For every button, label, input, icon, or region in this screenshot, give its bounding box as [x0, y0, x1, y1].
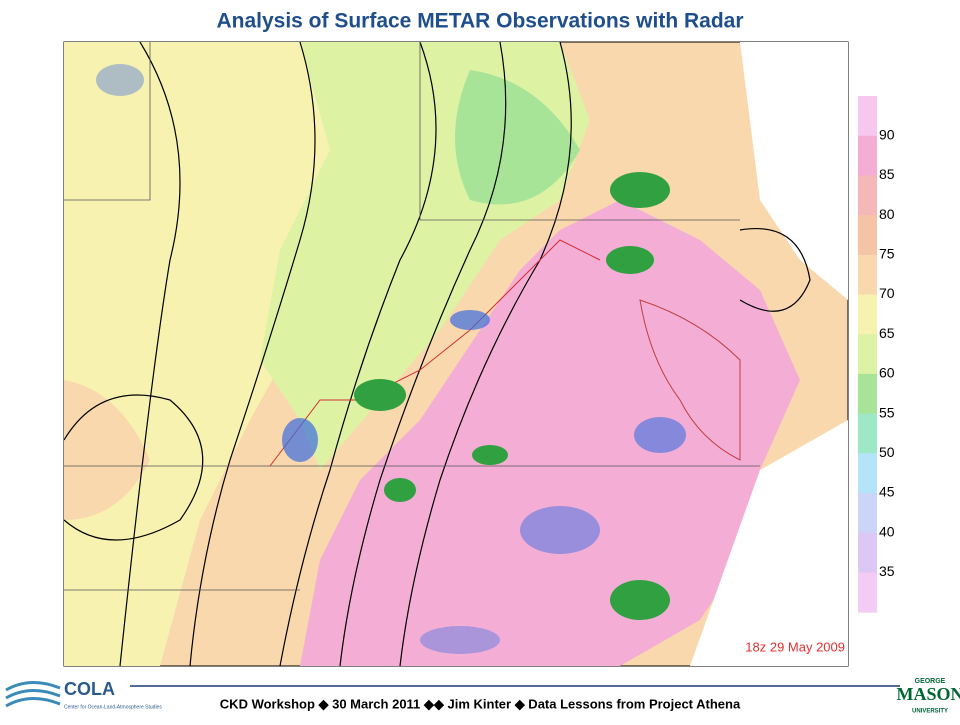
title: Analysis of Surface METAR Observations w…	[216, 10, 743, 33]
colorbar-band	[858, 493, 877, 533]
colorbar-label: 90	[879, 126, 895, 142]
colorbar-band	[858, 255, 877, 295]
colorbar-label: 40	[879, 523, 895, 539]
colorbar: 90 85 80 75 70 65 60 55 50 45 40 35	[858, 96, 895, 613]
gmu-logo: GEORGE MASON UNIVERSITY	[897, 678, 960, 715]
colorbar-label: 45	[879, 484, 895, 500]
colorbar-label: 55	[879, 404, 895, 420]
colorbar-band	[858, 533, 877, 573]
footer-text: CKD Workshop ◆ 30 March 2011 ◆◆ Jim Kint…	[220, 696, 741, 711]
colorbar-label: 85	[879, 166, 895, 182]
colorbar-band	[858, 453, 877, 493]
colorbar-band	[858, 414, 877, 454]
colorbar-band	[858, 96, 877, 136]
gmu-main: MASON	[897, 684, 960, 704]
colorbar-band	[858, 334, 877, 374]
cola-sub: Center for Ocean-Land-Atmosphere Studies	[64, 704, 162, 710]
cola-name: COLA	[64, 679, 115, 699]
timestamp: 18z 29 May 2009	[745, 639, 845, 654]
colorbar-label: 80	[879, 206, 895, 222]
map: 18z 29 May 2009	[64, 42, 848, 666]
gmu-bottom: UNIVERSITY	[912, 709, 948, 715]
cola-waves	[6, 682, 60, 706]
colorbar-label: 65	[879, 325, 895, 341]
colorbar-label: 50	[879, 444, 895, 460]
colorbar-band	[858, 136, 877, 176]
colorbar-band	[858, 295, 877, 335]
colorbar-band	[858, 374, 877, 414]
colorbar-band	[858, 572, 877, 612]
colorbar-label: 35	[879, 563, 895, 579]
colorbar-label: 60	[879, 365, 895, 381]
colorbar-band	[858, 175, 877, 215]
colorbar-label: 70	[879, 285, 895, 301]
cola-logo: COLA Center for Ocean-Land-Atmosphere St…	[6, 679, 162, 711]
colorbar-label: 75	[879, 246, 895, 262]
colorbar-band	[858, 215, 877, 255]
